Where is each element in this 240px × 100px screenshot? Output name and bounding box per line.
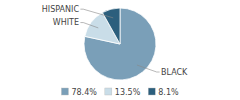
legend-swatch	[148, 88, 155, 95]
chart-svg: BLACK WHITE HISPANIC 78.4% 13.5% 8.1%	[0, 0, 240, 100]
legend-swatch	[105, 88, 112, 95]
pie-slice	[84, 8, 156, 80]
legend-label: 8.1%	[158, 88, 179, 97]
slice-label: WHITE	[53, 18, 79, 27]
slice-label: HISPANIC	[42, 5, 80, 14]
slice-label: BLACK	[161, 68, 188, 77]
legend-item: 8.1%	[148, 88, 179, 97]
legend: 78.4% 13.5% 8.1%	[61, 88, 179, 97]
pie	[84, 8, 156, 80]
legend-label: 13.5%	[115, 88, 141, 97]
pie-slice	[102, 8, 120, 44]
leader-line	[80, 9, 113, 18]
leader-line	[137, 65, 160, 72]
legend-swatch	[61, 88, 68, 95]
legend-label: 78.4%	[71, 88, 97, 97]
chart-container: BLACK WHITE HISPANIC 78.4% 13.5% 8.1%	[0, 0, 240, 100]
leader-line	[80, 23, 98, 28]
legend-item: 78.4%	[61, 88, 97, 97]
legend-item: 13.5%	[105, 88, 141, 97]
labels: BLACK WHITE HISPANIC	[42, 5, 188, 77]
